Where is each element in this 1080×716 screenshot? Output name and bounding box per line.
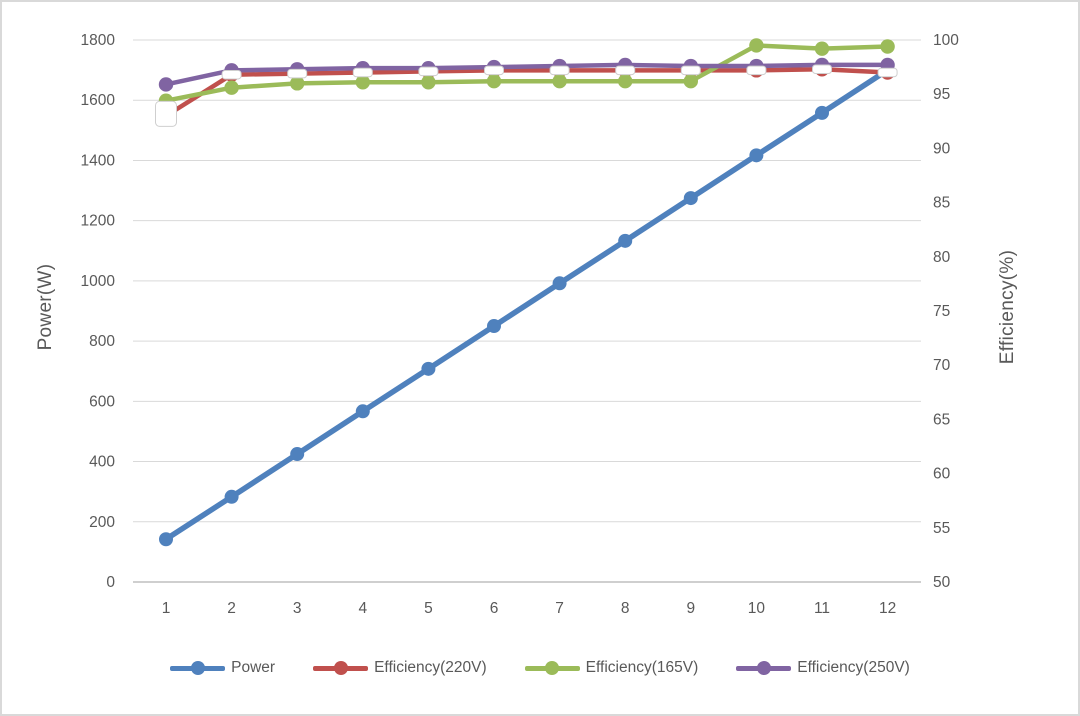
marker-dash-overlay (418, 66, 439, 77)
marker-dash-overlay (155, 100, 177, 127)
series-efficiency-165v-marker (749, 38, 764, 53)
legend-item-efficiency-165v: Efficiency(165V) (524, 659, 699, 677)
series-efficiency-165v-marker (290, 76, 305, 91)
series-power-marker (487, 319, 501, 334)
series-power-line (163, 67, 891, 542)
series-efficiency-220v-line (163, 67, 890, 119)
series-power-marker (618, 233, 633, 248)
legend-label: Efficiency(220V) (374, 659, 487, 676)
right-axis-tick-label: 80 (933, 249, 951, 266)
x-axis-tick-label: 7 (555, 600, 564, 617)
left-axis-tick-label: 400 (89, 454, 115, 471)
marker-dash-overlay (221, 69, 242, 80)
series-power-marker (552, 276, 567, 291)
x-axis-tick-label: 11 (814, 600, 830, 617)
legend-item-efficiency-220v: Efficiency(220V) (313, 659, 487, 677)
series-power-marker (355, 404, 370, 419)
marker-dash-overlay (352, 67, 373, 78)
right-axis-tick-label: 55 (933, 520, 950, 537)
series-efficiency-165v-marker (421, 75, 436, 90)
right-axis-tick-label: 50 (933, 574, 951, 591)
series-power-marker (749, 148, 764, 163)
marker-dash-overlay (746, 65, 767, 76)
series-efficiency-165v-marker (355, 75, 370, 90)
x-axis-tick-label: 3 (293, 600, 302, 617)
legend-dot-icon (756, 661, 771, 675)
series-efficiency-165v-marker (552, 73, 567, 89)
marker-dash-overlay (812, 64, 832, 75)
series-power-marker (683, 191, 698, 206)
right-axis-title: Efficiency(%) (997, 249, 1018, 365)
x-axis-tick-label: 2 (227, 600, 236, 617)
right-axis-tick-label: 60 (933, 466, 951, 483)
right-axis-tick-label: 70 (933, 357, 951, 374)
x-axis-tick-label: 4 (358, 600, 367, 617)
legend-label: Efficiency(250V) (797, 659, 910, 676)
right-axis-tick-label: 85 (933, 195, 950, 212)
series-power-marker (421, 361, 436, 376)
x-axis-tick-label: 8 (621, 600, 630, 617)
legend-line-circle-icon (313, 661, 369, 675)
x-axis-tick-label: 10 (748, 600, 766, 617)
legend-label: Power (231, 659, 276, 676)
marker-dash-overlay (877, 67, 898, 78)
left-axis-tick-label: 800 (89, 333, 115, 350)
legend-dot-icon (190, 661, 205, 675)
left-axis-tick-label: 1600 (81, 92, 116, 109)
legend-label: Efficiency(165V) (585, 659, 699, 676)
marker-dash-overlay (680, 65, 701, 76)
x-axis-tick-label: 5 (424, 600, 433, 617)
legend-item-power: Power (170, 659, 275, 677)
x-axis-tick-label: 12 (879, 600, 896, 617)
legend-line-circle-icon (170, 661, 226, 675)
legend-dot-icon (545, 661, 560, 675)
series-efficiency-165v-marker (880, 39, 895, 54)
series-efficiency-165v-marker (224, 80, 239, 95)
marker-dash-overlay (287, 68, 308, 79)
right-axis-tick-label: 65 (933, 411, 950, 428)
series-efficiency-250v-line (163, 62, 890, 87)
series-efficiency-165v-marker (618, 73, 633, 89)
legend-dot-icon (333, 661, 348, 675)
series-efficiency-165v-marker (814, 41, 830, 56)
right-axis-tick-label: 95 (933, 86, 950, 103)
right-axis-tick-label: 90 (933, 140, 951, 157)
series-efficiency-165v-marker (486, 73, 502, 89)
marker-dash-overlay (484, 65, 504, 76)
series-efficiency-165v-marker (683, 73, 698, 89)
marker-dash-overlay (549, 65, 570, 76)
right-axis-tick-label: 75 (933, 303, 950, 320)
series-efficiency-250v-marker (158, 77, 174, 92)
left-axis-tick-label: 1800 (81, 32, 116, 49)
marker-dash-overlay (615, 65, 636, 76)
x-axis-tick-label: 6 (490, 600, 499, 617)
x-axis-tick-label: 1 (162, 600, 171, 617)
series-power-marker (224, 489, 239, 504)
x-axis-tick-label: 9 (686, 600, 695, 617)
series-efficiency-165v-line (163, 43, 890, 103)
series-power-marker (290, 447, 305, 462)
legend-line-circle-icon (524, 661, 580, 675)
legend-item-efficiency-250v: Efficiency(250V) (736, 659, 910, 677)
left-axis-tick-label: 600 (89, 393, 115, 410)
left-axis-tick-label: 0 (106, 574, 115, 591)
right-axis-tick-label: 100 (933, 32, 959, 49)
left-axis-tick-label: 1200 (81, 213, 116, 230)
series-power-marker (815, 105, 829, 120)
left-axis-tick-label: 1400 (81, 152, 116, 169)
series-power-marker (159, 532, 173, 547)
left-axis-title: Power(W) (35, 263, 56, 351)
legend-line-circle-icon (736, 661, 792, 675)
left-axis-tick-label: 200 (89, 514, 115, 531)
left-axis-tick-label: 1000 (81, 273, 116, 290)
legend: Power Efficiency(220V) Efficiency(165V) Eff… (0, 659, 1080, 677)
